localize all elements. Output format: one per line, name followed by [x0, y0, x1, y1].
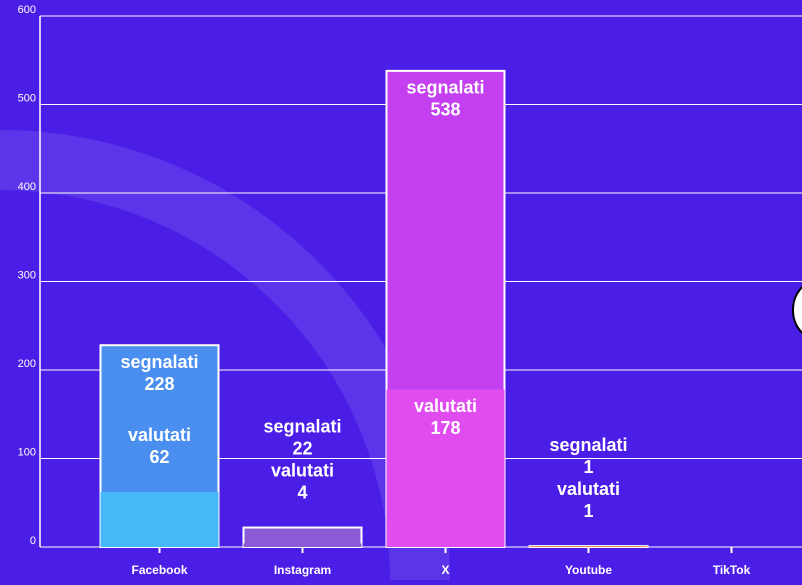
- x-tick-label: X: [441, 563, 449, 577]
- data-label: 22: [292, 438, 312, 458]
- data-label: 228: [144, 374, 174, 394]
- y-tick-label: 100: [18, 446, 36, 458]
- x-tick-label: TikTok: [713, 563, 751, 577]
- data-label-name: segnalati: [406, 78, 484, 98]
- data-label: 1: [583, 501, 593, 521]
- data-label: 1: [583, 457, 593, 477]
- bar: [101, 492, 219, 547]
- data-label: 178: [430, 418, 460, 438]
- data-label-name: valutati: [271, 460, 334, 480]
- data-label-name: segnalati: [263, 416, 341, 436]
- bar: [244, 543, 362, 547]
- data-label-name: valutati: [557, 479, 620, 499]
- data-label: 62: [149, 447, 169, 467]
- bar: [530, 546, 648, 547]
- x-tick-label: Youtube: [565, 563, 612, 577]
- y-tick-label: 300: [18, 269, 36, 281]
- x-tick-label: Instagram: [274, 563, 331, 577]
- data-label-name: segnalati: [120, 352, 198, 372]
- y-tick-label: 200: [18, 358, 36, 370]
- x-tick-label: Facebook: [131, 563, 187, 577]
- data-label-name: valutati: [414, 396, 477, 416]
- y-tick-label: 0: [30, 535, 36, 547]
- chart: 0100200300400500600Facebooksegnalati228v…: [0, 0, 802, 585]
- data-label: 538: [430, 100, 460, 120]
- y-tick-label: 500: [18, 92, 36, 104]
- y-tick-label: 600: [18, 4, 36, 16]
- data-label: 4: [297, 482, 307, 502]
- data-label-name: valutati: [128, 425, 191, 445]
- y-tick-label: 400: [18, 181, 36, 193]
- data-label-name: segnalati: [549, 435, 627, 455]
